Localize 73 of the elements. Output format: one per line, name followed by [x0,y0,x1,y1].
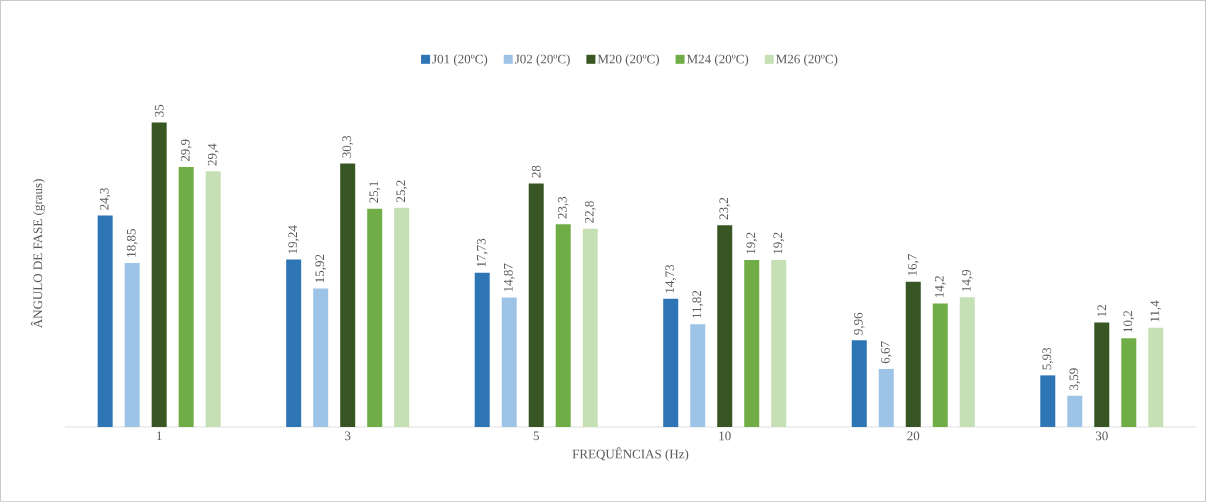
bar [878,369,894,428]
data-label: 19,24 [288,225,299,254]
legend-label: M26 (20ºC) [776,54,838,67]
data-label: 11,82 [692,290,704,318]
bar [1067,395,1083,428]
data-label: 24,3 [99,188,111,210]
bar [1121,338,1137,428]
bar [744,260,760,428]
bar [555,224,571,428]
legend-label: J02 (20ºC) [514,54,570,67]
data-label: 14,9 [961,270,973,292]
data-label: 3,59 [1069,368,1081,390]
data-label: 14,87 [503,263,515,292]
data-label: 25,1 [369,181,381,203]
data-label: 19,2 [746,232,758,254]
legend-label: M20 (20ºC) [597,54,659,67]
data-label: 22,8 [584,201,596,223]
x-tick-label: 10 [719,431,731,441]
bar [340,163,356,428]
data-label: 16,7 [907,254,919,276]
bar [367,208,383,428]
data-label: 19,2 [773,232,785,254]
data-label: 23,3 [557,196,569,219]
x-axis-title: FREQUÊNCIAS (Hz) [572,447,689,462]
data-label: 28 [531,165,541,178]
bar [663,298,679,428]
data-label: 29,4 [207,143,219,166]
bar [286,259,302,428]
bar [851,340,867,428]
data-label: 14,73 [665,264,677,293]
bar [771,260,787,428]
bar [932,303,948,428]
legend-label: M24 (20ºC) [686,54,749,67]
data-label: 5,93 [1042,347,1054,370]
data-label: 11,4 [1150,300,1162,322]
data-label: 6,67 [880,341,892,364]
x-tick-label: 30 [1095,431,1108,441]
x-tick-label: 1 [157,431,162,441]
data-label: 17,73 [476,238,488,267]
bar [124,263,140,428]
bar [205,171,221,428]
bar [313,288,329,428]
data-label: 15,92 [315,254,326,283]
bar [501,297,517,428]
bar [582,228,598,428]
x-tick-label: 3 [345,431,351,441]
data-label: 10,2 [1123,311,1135,332]
bar [528,183,544,428]
bar [717,225,733,428]
data-label: 23,2 [719,197,731,220]
x-tick-label: 5 [533,431,539,441]
bar [1148,327,1164,428]
bar [151,122,167,428]
bar [1094,322,1110,428]
bar [959,297,975,428]
bar [97,215,113,428]
data-label: 12 [1097,305,1107,317]
x-tick-label: 20 [907,431,920,441]
data-label: 35 [154,104,164,117]
data-label: 30,3 [342,136,354,158]
data-label: 25,2 [396,180,408,203]
bar [178,166,194,428]
bar [474,272,490,428]
legend-label: J01 (20ºC) [432,54,488,67]
y-axis-title: ÂNGULO DE FASE (graus) [30,179,45,329]
bar [905,281,921,428]
bar [690,324,706,428]
data-label: 18,85 [126,229,138,257]
data-label: 9,96 [853,312,865,335]
bar [1040,375,1056,428]
data-label: 29,9 [180,139,192,162]
bar [394,207,410,428]
data-label: 14,2 [934,276,946,298]
